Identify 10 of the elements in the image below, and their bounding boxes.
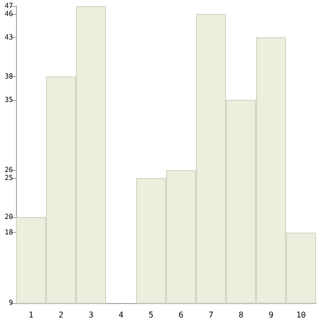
- x-tick-label: 10: [296, 310, 306, 320]
- x-tick-label: 7: [208, 310, 214, 320]
- x-tick-label: 1: [28, 310, 34, 320]
- x-tick-label: 6: [178, 310, 184, 320]
- x-tick-label: 3: [88, 310, 94, 320]
- x-tick-label: 5: [148, 310, 154, 320]
- x-tick-label: 4: [118, 310, 124, 320]
- x-tick-label: 9: [268, 310, 274, 320]
- x-tick-label: 8: [238, 310, 244, 320]
- x-tick-label: 2: [58, 310, 64, 320]
